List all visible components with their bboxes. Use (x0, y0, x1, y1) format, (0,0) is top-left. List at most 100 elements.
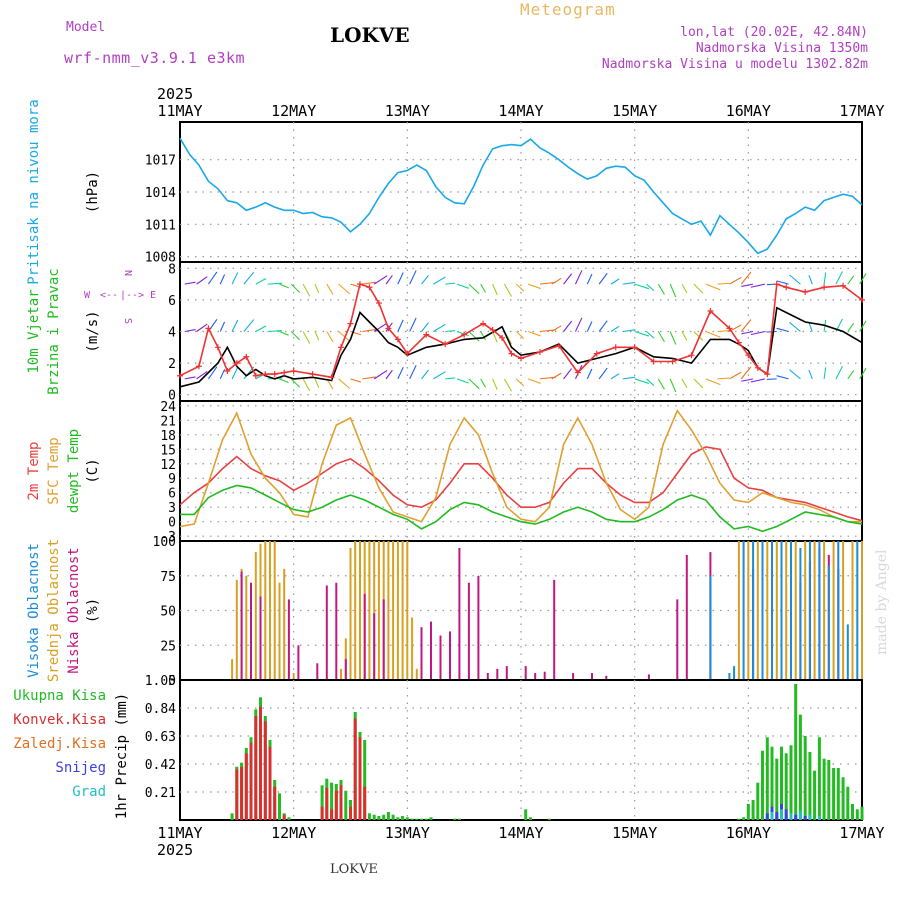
wind-arrow (741, 378, 754, 382)
model-elevation-label: Nadmorska Visina u modelu 1302.82m (601, 57, 868, 72)
bar-clouds (861, 541, 863, 680)
bar-precip (851, 804, 854, 820)
wind-arrow (480, 283, 486, 293)
wind-dir-s: S (122, 318, 133, 324)
wind-arrow (326, 331, 334, 343)
gust-marker (536, 349, 543, 356)
wind-arrow (681, 331, 688, 341)
time-tick-top: 17MAY (839, 102, 884, 120)
bar-precip (244, 753, 248, 820)
ytick-temperature: 18 (160, 429, 176, 444)
wind-arrow (740, 319, 752, 332)
wind-arrow (646, 283, 655, 292)
time-tick-top: 12MAY (271, 102, 316, 120)
gust-marker (593, 350, 600, 357)
wind-arrow (503, 283, 512, 297)
ylabel-clouds: Srednja Oblacnost (46, 539, 62, 682)
bar-clouds (273, 541, 276, 680)
gust-marker (840, 282, 847, 289)
wind-arrow (835, 365, 843, 380)
bar-clouds (823, 541, 826, 680)
wind-arrow (314, 331, 320, 341)
wind-arrow (657, 378, 665, 390)
gust-marker (205, 325, 212, 332)
ytick-temperature: 15 (160, 443, 176, 458)
year-label-bottom: 2025 (157, 841, 193, 859)
time-tick-top: 16MAY (726, 102, 771, 120)
bar-clouds (439, 635, 442, 680)
bar-clouds (709, 575, 712, 681)
wind-arrow (302, 331, 311, 344)
bar-precip (405, 817, 409, 820)
ylabel-clouds: Niska Oblacnost (66, 547, 82, 673)
wind-arrow (362, 281, 376, 285)
wind-arrow (646, 331, 655, 339)
bar-clouds (647, 674, 650, 680)
bar-clouds (335, 582, 338, 680)
ytick-clouds: 100 (153, 535, 176, 550)
wind-arrow (808, 274, 813, 285)
unit-clouds: (%) (85, 598, 101, 623)
bar-precip (798, 714, 802, 820)
ytick-clouds: 50 (160, 605, 176, 620)
bar-clouds (401, 541, 404, 680)
bar-precip (547, 818, 551, 820)
wind-arrow (267, 282, 283, 285)
bar-clouds (496, 668, 499, 680)
ytick-wind: 4 (168, 326, 176, 341)
gust-marker (233, 360, 240, 367)
wind-arrow (586, 321, 593, 332)
wind-arrow (622, 376, 636, 380)
bar-precip (339, 785, 343, 820)
wind-arrow (350, 378, 362, 383)
unit-pressure: (hPa) (85, 171, 101, 213)
wind-arrow (279, 330, 289, 336)
time-tick-top: 11MAY (157, 102, 202, 120)
bar-clouds (827, 566, 830, 680)
precip-legend-label: Snijeg (55, 760, 106, 776)
gust-marker (338, 344, 345, 351)
bar-precip (746, 804, 750, 820)
bar-precip (524, 809, 528, 820)
bar-precip (846, 786, 850, 820)
bar-precip (756, 782, 760, 820)
gust-marker (375, 300, 382, 307)
wind-arrow (586, 368, 593, 380)
gust-marker (859, 296, 865, 303)
bar-clouds (382, 599, 385, 680)
wind-arrow (740, 271, 752, 285)
bar-clouds (344, 659, 347, 680)
wind-arrow (847, 370, 855, 380)
wind-arrow (219, 369, 226, 380)
wind-arrow (255, 277, 267, 285)
bar-clouds (486, 673, 489, 680)
bar-clouds (373, 613, 376, 680)
ytick-wind: 8 (168, 262, 176, 277)
bar-precip (230, 813, 234, 820)
wind-arrow (527, 283, 541, 290)
time-tick-top: 14MAY (498, 102, 543, 120)
bar-precip (325, 788, 329, 820)
wind-arrow (243, 319, 255, 332)
wind-arrow (231, 272, 239, 285)
bar-clouds (325, 585, 328, 680)
bar-clouds (254, 552, 257, 680)
gust-marker (394, 336, 401, 343)
wind-arrow (290, 331, 301, 341)
bar-precip (420, 818, 423, 820)
bar-precip (836, 768, 840, 820)
footer-station-name: LOKVE (330, 862, 378, 877)
wind-arrow (385, 322, 393, 332)
bar-precip (320, 806, 324, 820)
gust-marker (489, 326, 496, 333)
bar-clouds (411, 617, 414, 680)
unit-wind: (m/s) (85, 310, 101, 352)
bar-clouds (804, 541, 807, 680)
wind-arrow (196, 370, 208, 380)
bar-clouds (297, 645, 300, 681)
wind-dir-bar: | (120, 290, 126, 301)
wind-arrow (267, 330, 283, 333)
bar-clouds (733, 666, 736, 680)
wind-arrow (373, 369, 388, 380)
bar-clouds (368, 541, 371, 680)
